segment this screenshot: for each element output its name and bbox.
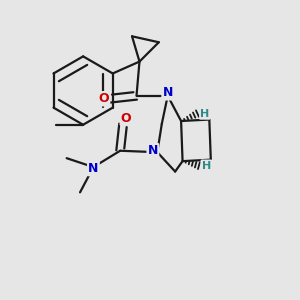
Text: O: O <box>98 92 109 105</box>
Text: N: N <box>163 86 173 99</box>
Text: N: N <box>88 162 99 175</box>
Text: H: H <box>200 109 209 118</box>
Text: N: N <box>148 144 158 157</box>
Text: O: O <box>121 112 131 124</box>
Text: H: H <box>202 160 211 171</box>
